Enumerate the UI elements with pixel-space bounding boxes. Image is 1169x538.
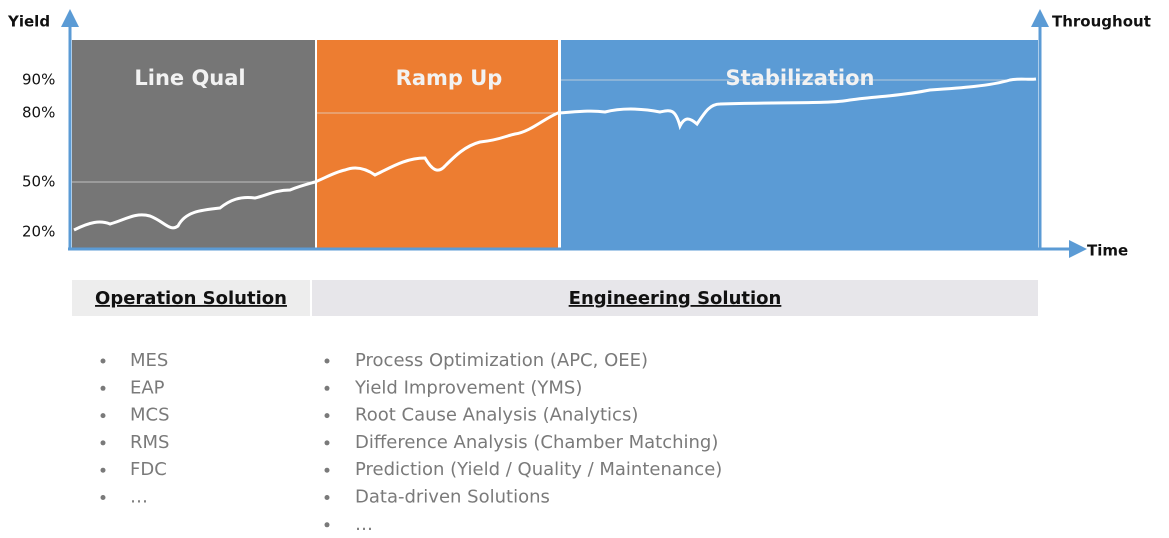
bullet [100, 467, 106, 473]
list-item: MCS [130, 405, 170, 426]
list-item: EAP [130, 377, 165, 398]
yield-curve [73, 77, 1037, 232]
bullet [324, 358, 330, 364]
phase-label: Stabilization [726, 66, 875, 90]
x-axis-label: Time [1087, 242, 1128, 260]
solution-title: Operation Solution [95, 288, 287, 309]
bullet [324, 413, 330, 419]
list-item: MES [130, 350, 168, 371]
bullet [324, 522, 330, 528]
header-band [72, 280, 310, 316]
list-item: RMS [130, 432, 169, 453]
bullet [324, 440, 330, 446]
solution-lists: MES EAP MCS RMS FDC … Process Optimization (AP… [100, 350, 722, 535]
list-item: FDC [130, 459, 167, 480]
solution-title: Engineering Solution [569, 288, 782, 309]
list-item: Data-driven Solutions [355, 487, 550, 508]
phase-panel [317, 40, 558, 248]
list-item: Difference Analysis (Chamber Matching) [355, 432, 718, 453]
phase-panel [561, 40, 1038, 248]
bullet [324, 467, 330, 473]
bullet [100, 358, 106, 364]
list-item: Prediction (Yield / Quality / Maintenanc… [355, 459, 722, 480]
y-tick-label: 80% [22, 104, 55, 122]
bullet [100, 495, 106, 500]
guide-lines [72, 79, 1036, 183]
list-item: Yield Improvement (YMS) [354, 377, 582, 398]
list-item: Process Optimization (APC, OEE) [355, 350, 648, 371]
y-axis-label: Yield [7, 13, 50, 31]
bullet [324, 385, 330, 391]
y-tick-label: 20% [22, 223, 55, 241]
list-item: … [355, 514, 373, 535]
bullet [100, 385, 106, 391]
y-tick-label: 90% [22, 71, 55, 89]
header-band [312, 280, 1038, 316]
list-item: … [130, 487, 148, 508]
list-item: Root Cause Analysis (Analytics) [355, 405, 638, 426]
y-tick-label: 50% [22, 173, 55, 191]
phase-label: Ramp Up [396, 66, 503, 90]
bullet [100, 440, 106, 446]
bullet [324, 495, 330, 500]
bullet [100, 413, 106, 419]
y2-axis-label: Throughout [1052, 13, 1151, 31]
phase-label: Line Qual [134, 66, 245, 90]
